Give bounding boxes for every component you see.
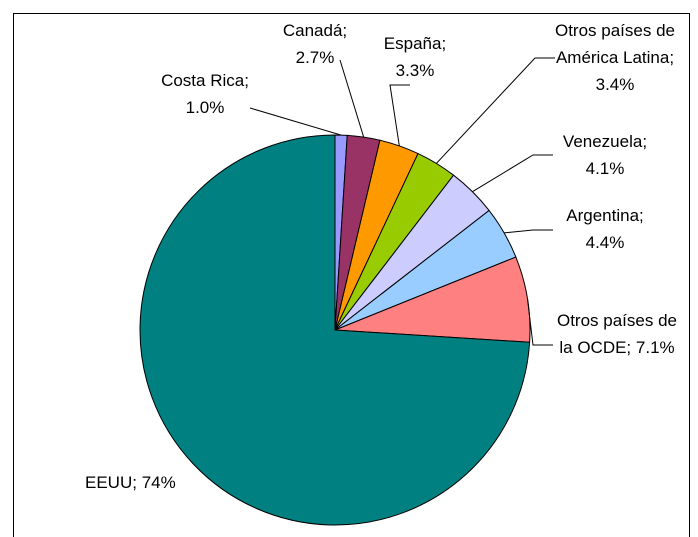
leader-line xyxy=(249,107,342,136)
slice-label: Canadá; 2.7% xyxy=(265,17,365,71)
pie-slice xyxy=(139,134,531,526)
slice-label: Otros países de la OCDE; 7.1% xyxy=(552,307,682,361)
leader-line xyxy=(527,298,553,346)
category-label: Venezuela; xyxy=(562,132,648,151)
value-label: 3.3% xyxy=(395,61,435,80)
category-label: Costa Rica; xyxy=(161,71,249,90)
slice-label: EEUU; 74% xyxy=(85,469,285,496)
leader-line xyxy=(389,84,410,146)
slice-label: Costa Rica; 1.0% xyxy=(150,67,260,121)
category-label: EEUU; xyxy=(85,473,137,492)
category-label: Argentina; xyxy=(566,206,644,225)
value-label: 4.1% xyxy=(585,159,625,178)
leader-line xyxy=(435,57,555,164)
slice-label: España; 3.3% xyxy=(365,30,465,84)
slice-label: Otros países de América Latina; 3.4% xyxy=(552,17,678,98)
leader-line xyxy=(504,229,553,234)
value-label: 7.1% xyxy=(635,338,675,357)
slice-label: Venezuela; 4.1% xyxy=(552,128,658,182)
category-label: Otros países de la OCDE; xyxy=(556,311,677,357)
value-label: 4.4% xyxy=(585,233,625,252)
value-label: 3.4% xyxy=(595,75,635,94)
category-label: Canadá; xyxy=(282,21,348,40)
slice-label: Argentina; 4.4% xyxy=(552,202,658,256)
value-label: 2.7% xyxy=(295,48,335,67)
category-label: Otros países de América Latina; xyxy=(554,21,675,67)
leader-line xyxy=(339,59,365,138)
category-label: España; xyxy=(383,34,447,53)
leader-line xyxy=(472,154,553,193)
value-label: 1.0% xyxy=(185,98,225,117)
value-label: 74% xyxy=(141,473,176,492)
